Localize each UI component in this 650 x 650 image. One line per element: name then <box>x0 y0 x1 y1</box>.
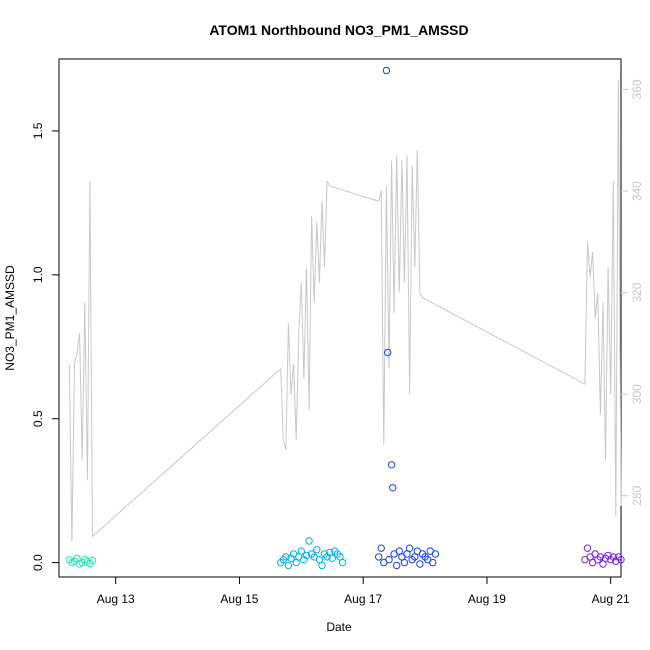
x-tick-label-2: Aug 15 <box>220 592 258 606</box>
data-point-1-8 <box>83 557 92 565</box>
data-point-3-6 <box>385 556 393 564</box>
plot-frame <box>58 58 622 578</box>
data-point-2-15 <box>313 546 321 554</box>
y2-tick-label-1: 280 <box>630 485 644 505</box>
data-point-3-24 <box>429 558 437 567</box>
data-point-2-11 <box>302 551 311 560</box>
data-point-3-19 <box>416 560 424 568</box>
data-point-3-13 <box>400 558 409 567</box>
data-point-2-4 <box>284 561 293 570</box>
x-tick-label-3: Aug 17 <box>344 592 382 606</box>
secondary-series-line <box>68 79 622 542</box>
y-tick-label-4: 1.5 <box>31 122 45 139</box>
y2-tick-label-3: 320 <box>630 282 644 302</box>
x-tick-label-1: Aug 13 <box>97 592 135 606</box>
data-point-3-15 <box>405 544 414 552</box>
y-tick-label-1: 0.0 <box>31 554 45 571</box>
y2-tick-label-5: 360 <box>630 79 644 99</box>
x-tick-label-5: Aug 21 <box>592 592 630 606</box>
chart-title: ATOM1 Northbound NO3_PM1_AMSSD <box>209 22 468 38</box>
y-tick-label-3: 1.0 <box>31 266 45 283</box>
data-point-3-10 <box>393 561 401 570</box>
data-point-2-17 <box>318 561 326 570</box>
data-point-3-1 <box>375 553 383 561</box>
points-layer <box>65 66 625 570</box>
data-point-4-7 <box>596 553 605 561</box>
data-point-3-5 <box>384 348 392 357</box>
data-point-4-15 <box>617 556 625 564</box>
data-point-3-2 <box>377 544 385 552</box>
y-tick-label-2: 0.5 <box>31 410 45 427</box>
y-axis-title: NO3_PM1_AMSSD <box>3 265 17 371</box>
data-point-3-7 <box>387 461 396 469</box>
x-tick-label-4: Aug 19 <box>468 592 506 606</box>
secondary-series-layer <box>68 79 622 542</box>
data-point-4-12 <box>609 553 617 561</box>
data-point-2-12 <box>305 537 313 545</box>
data-point-2-9 <box>297 547 305 555</box>
data-point-2-3 <box>282 553 290 561</box>
y2-tick-label-4: 340 <box>630 181 644 201</box>
x-axis-title: Date <box>326 620 352 634</box>
data-point-3-4 <box>382 66 391 75</box>
data-point-3-8 <box>389 484 397 492</box>
data-point-2-25 <box>338 558 347 567</box>
axes-layer: Aug 13 Aug 15 Aug 17 Aug 19 Aug 21 0.0 0.5 1.0 1… <box>31 79 644 606</box>
data-point-4-2 <box>583 544 592 552</box>
data-point-3-25 <box>431 550 440 558</box>
data-point-2-21 <box>328 554 336 562</box>
data-point-1-10 <box>88 556 97 564</box>
y2-tick-label-2: 300 <box>630 384 644 404</box>
